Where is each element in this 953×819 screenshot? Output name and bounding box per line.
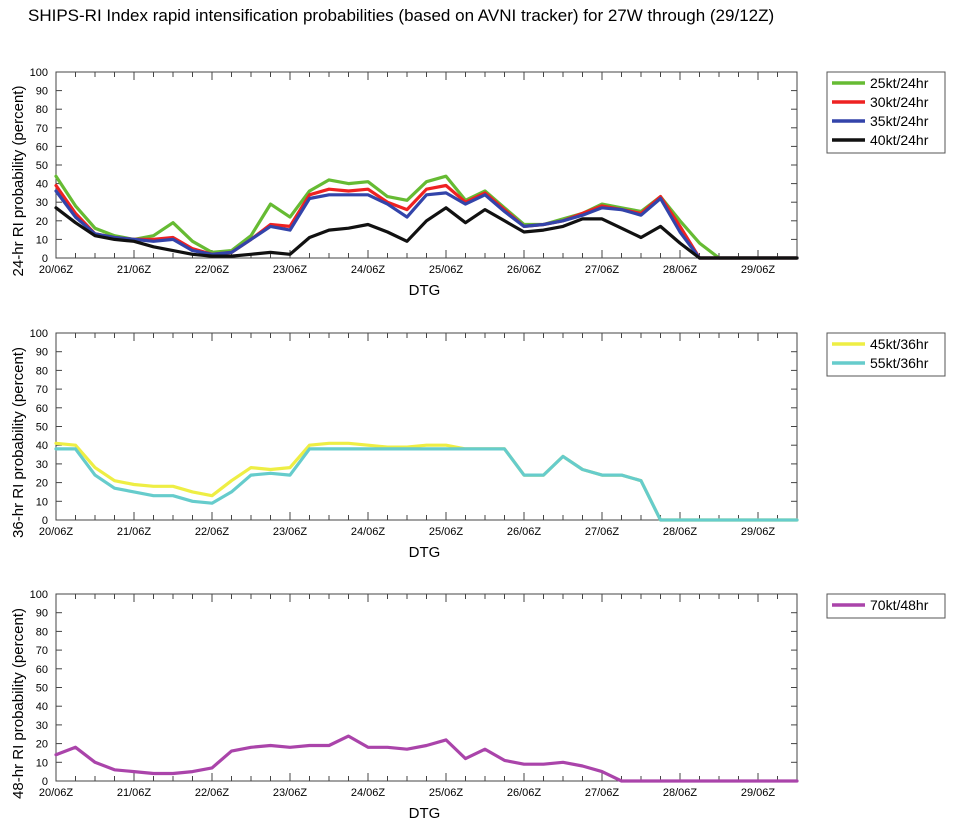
- y-tick-label: 50: [36, 683, 48, 695]
- legend-entry: 55kt/36hr: [870, 355, 929, 371]
- legend-entry: 40kt/24hr: [870, 132, 929, 148]
- y-tick-label: 10: [36, 234, 48, 246]
- x-tick-label: 29/06Z: [741, 264, 776, 276]
- x-tick-label: 28/06Z: [663, 264, 698, 276]
- plot-frame: [55, 332, 798, 521]
- series-line-25kt-24hr: [54, 174, 799, 260]
- legend-entry: 45kt/36hr: [870, 336, 929, 352]
- y-tick-label: 100: [30, 589, 48, 601]
- series-line-30kt-24hr: [54, 183, 799, 260]
- y-tick-label: 60: [36, 664, 48, 676]
- x-tick-label: 20/06Z: [39, 526, 74, 538]
- plot-frame: [55, 71, 798, 259]
- plot-frame: [55, 593, 798, 782]
- y-tick-label: 50: [36, 160, 48, 172]
- y-tick-label: 10: [36, 757, 48, 769]
- y-tick-label: 10: [36, 496, 48, 508]
- x-tick-label: 21/06Z: [117, 264, 152, 276]
- x-tick-label: 28/06Z: [663, 787, 698, 799]
- x-tick-label: 26/06Z: [507, 264, 542, 276]
- y-tick-label: 70: [36, 123, 48, 135]
- y-tick-label: 50: [36, 422, 48, 434]
- x-tick-label: 26/06Z: [507, 526, 542, 538]
- y-tick-label: 40: [36, 440, 48, 452]
- x-tick-label: 22/06Z: [195, 787, 230, 799]
- y-tick-label: 0: [42, 776, 48, 788]
- y-tick-label: 30: [36, 720, 48, 732]
- chart-panel-2: 0 10 20 30 40 50 60 70 80 90 100 20/06Z 21/06Z 22/06Z…: [10, 328, 946, 561]
- x-tick-label: 20/06Z: [39, 787, 74, 799]
- series-line-45kt-36hr: [54, 441, 799, 522]
- y-tick-label: 40: [36, 179, 48, 191]
- x-tick-label: 29/06Z: [741, 787, 776, 799]
- y-tick-label: 90: [36, 347, 48, 359]
- y-tick-label: 100: [30, 328, 48, 340]
- x-axis-label: DTG: [409, 805, 441, 819]
- y-tick-label: 80: [36, 626, 48, 638]
- x-tick-label: 21/06Z: [117, 787, 152, 799]
- x-tick-label: 24/06Z: [351, 526, 386, 538]
- y-tick-label: 90: [36, 608, 48, 620]
- legend-entry: 70kt/48hr: [870, 597, 929, 613]
- y-tick-label: 20: [36, 739, 48, 751]
- x-tick-label: 28/06Z: [663, 526, 698, 538]
- x-tick-label: 27/06Z: [585, 787, 620, 799]
- y-tick-label: 70: [36, 384, 48, 396]
- y-tick-label: 80: [36, 365, 48, 377]
- x-tick-label: 23/06Z: [273, 526, 308, 538]
- y-tick-label: 80: [36, 104, 48, 116]
- x-tick-label: 24/06Z: [351, 264, 386, 276]
- series-line-35kt-24hr: [54, 189, 799, 260]
- x-tick-label: 27/06Z: [585, 264, 620, 276]
- page-title: SHIPS-RI Index rapid intensification pro…: [28, 6, 775, 25]
- x-tick-label: 26/06Z: [507, 787, 542, 799]
- y-tick-label: 90: [36, 86, 48, 98]
- y-tick-label: 40: [36, 701, 48, 713]
- x-axis-label: DTG: [409, 544, 441, 561]
- y-tick-label: 0: [42, 515, 48, 527]
- x-tick-label: 23/06Z: [273, 264, 308, 276]
- x-axis-label: DTG: [409, 282, 441, 299]
- y-tick-label: 60: [36, 141, 48, 153]
- x-tick-label: 25/06Z: [429, 264, 464, 276]
- chart-panel-3: 0 10 20 30 40 50 60 70 80 90 100 20/06Z 21/06Z 22/06Z…: [10, 589, 946, 819]
- series-line-55kt-36hr: [54, 447, 799, 522]
- legend-entry: 25kt/24hr: [870, 75, 929, 91]
- legend-box: [826, 332, 946, 377]
- x-tick-label: 24/06Z: [351, 787, 386, 799]
- y-axis-label: 24-hr RI probability (percent): [10, 86, 27, 277]
- y-tick-label: 60: [36, 403, 48, 415]
- y-tick-label: 20: [36, 478, 48, 490]
- x-tick-label: 25/06Z: [429, 526, 464, 538]
- series-line-70kt-48hr: [54, 734, 799, 783]
- y-tick-label: 20: [36, 216, 48, 228]
- y-axis-label: 36-hr RI probability (percent): [10, 347, 27, 538]
- legend-entry: 35kt/24hr: [870, 113, 929, 129]
- x-tick-label: 21/06Z: [117, 526, 152, 538]
- y-tick-label: 30: [36, 197, 48, 209]
- y-tick-label: 30: [36, 459, 48, 471]
- x-tick-label: 20/06Z: [39, 264, 74, 276]
- legend-entry: 30kt/24hr: [870, 94, 929, 110]
- x-tick-label: 25/06Z: [429, 787, 464, 799]
- y-tick-label: 70: [36, 645, 48, 657]
- y-tick-label: 0: [42, 253, 48, 265]
- y-tick-label: 100: [30, 67, 48, 79]
- x-tick-label: 22/06Z: [195, 526, 230, 538]
- x-tick-label: 29/06Z: [741, 526, 776, 538]
- x-tick-label: 23/06Z: [273, 787, 308, 799]
- x-tick-label: 27/06Z: [585, 526, 620, 538]
- series-line-40kt-24hr: [54, 206, 799, 260]
- y-axis-label: 48-hr RI probability (percent): [10, 608, 27, 799]
- x-tick-label: 22/06Z: [195, 264, 230, 276]
- chart-panel-1: 0 10 20 30 40 50 60 70 80 90 100 20/06Z 21/06Z 22/06Z…: [10, 67, 946, 299]
